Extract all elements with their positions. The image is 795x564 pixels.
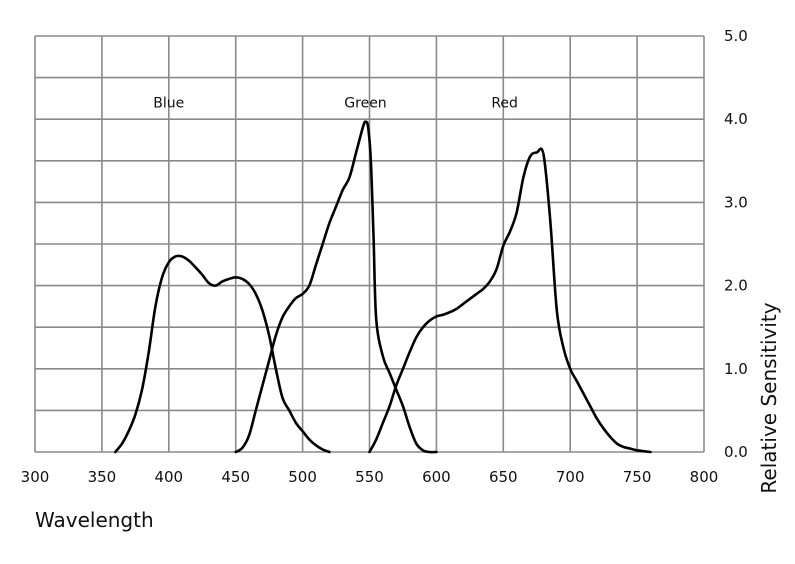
series-label-red: Red bbox=[491, 96, 518, 112]
x-tick-label: 300 bbox=[21, 468, 50, 486]
y-tick-label: 3.0 bbox=[724, 193, 748, 211]
series-label-blue: Blue bbox=[153, 96, 184, 112]
y-tick-label: 0.0 bbox=[724, 443, 748, 461]
series-line-blue bbox=[113, 254, 331, 454]
x-tick-label: 350 bbox=[88, 468, 117, 486]
x-tick-label: 500 bbox=[288, 468, 317, 486]
x-tick-label: 550 bbox=[355, 468, 384, 486]
x-tick-label: 600 bbox=[422, 468, 451, 486]
x-tick-label: 400 bbox=[154, 468, 183, 486]
y-axis-ticks: 0.0 1.0 2.0 3.0 4.0 5.0 bbox=[724, 27, 748, 461]
series-labels: Blue Green Red bbox=[153, 96, 518, 112]
y-tick-label: 5.0 bbox=[724, 27, 748, 45]
x-axis-title: Wavelength bbox=[35, 508, 154, 532]
series-line-red bbox=[368, 147, 652, 454]
series-label-green: Green bbox=[344, 96, 386, 112]
y-tick-label: 4.0 bbox=[724, 110, 748, 128]
x-tick-label: 750 bbox=[623, 468, 652, 486]
x-tick-label: 800 bbox=[690, 468, 719, 486]
y-tick-label: 2.0 bbox=[724, 277, 748, 295]
series-line-green bbox=[234, 120, 438, 454]
x-tick-label: 700 bbox=[556, 468, 585, 486]
series-layer bbox=[113, 120, 652, 454]
y-tick-label: 1.0 bbox=[724, 360, 748, 378]
x-tick-label: 450 bbox=[221, 468, 250, 486]
x-tick-label: 650 bbox=[489, 468, 518, 486]
x-axis-ticks: 300 350 400 450 500 550 600 650 700 750 800 bbox=[21, 468, 719, 486]
y-axis-title: Relative Sensitivity bbox=[757, 302, 781, 493]
